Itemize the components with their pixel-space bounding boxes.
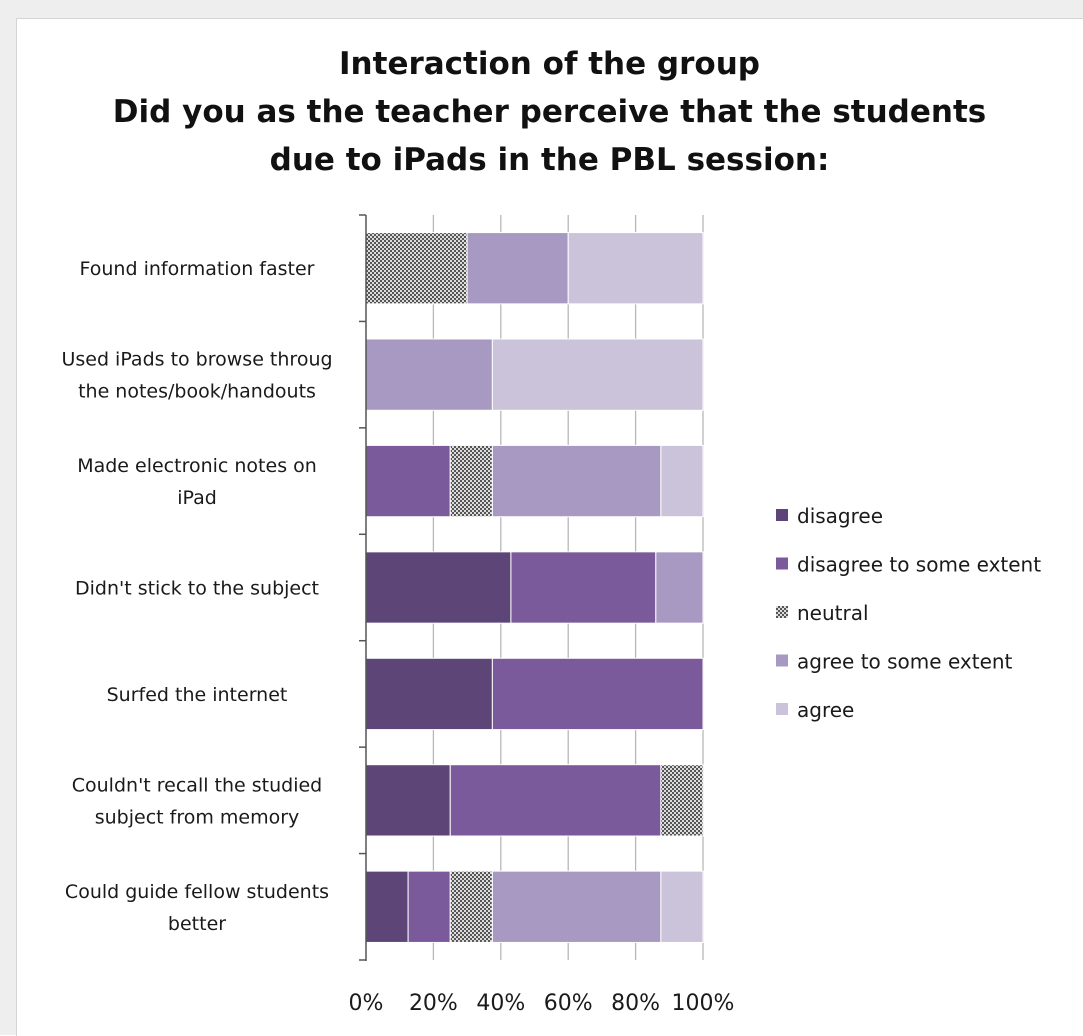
bar-segment-agree — [567, 232, 704, 305]
category-label: Didn't stick to the subject — [75, 578, 319, 600]
category-label: the notes/book/handouts — [78, 381, 316, 403]
legend-swatch — [776, 509, 788, 521]
bar-segment-disagree-to-some-extent — [365, 444, 451, 518]
bar-segment-disagree — [365, 870, 409, 943]
category-label: subject from memory — [95, 806, 300, 828]
x-tick-label: 60% — [544, 991, 593, 1016]
legend-entry: agree to some extent — [797, 650, 1013, 674]
bars — [365, 232, 704, 943]
bar-segment-neutral — [449, 870, 493, 943]
bar-segment-agree-to-some-extent — [365, 338, 493, 411]
legend-swatch — [776, 557, 788, 570]
x-tick-label: 40% — [476, 991, 525, 1016]
category-label: better — [168, 913, 226, 935]
axes — [359, 214, 367, 961]
bar-segment-disagree-to-some-extent — [510, 551, 657, 624]
x-tick-label: 80% — [611, 991, 660, 1016]
bar-segment-disagree — [365, 657, 493, 731]
x-tick-label: 100% — [672, 991, 735, 1016]
bar-segment-neutral — [660, 764, 704, 837]
legend-swatch — [776, 703, 788, 715]
category-label: Found information faster — [80, 258, 315, 280]
bar-segment-disagree-to-some-extent — [449, 764, 662, 837]
category-labels: Found information faster Used iPads to br… — [61, 258, 332, 935]
legend-entry: agree — [797, 698, 854, 722]
bar-segment-agree — [660, 444, 704, 518]
legend-swatch — [776, 654, 788, 667]
category-label: Couldn't recall the studied — [72, 774, 323, 796]
x-tick-label: 20% — [409, 991, 458, 1016]
chart-panel — [16, 18, 1083, 1036]
bar-segment-agree-to-some-extent — [491, 870, 662, 943]
category-label: iPad — [177, 487, 217, 509]
bar-segment-disagree-to-some-extent — [491, 657, 704, 731]
legend-entry: neutral — [797, 601, 869, 625]
bar-segment-disagree — [365, 551, 512, 624]
category-label: Made electronic notes on — [77, 455, 317, 477]
chart-title-line-3: due to iPads in the PBL session: — [269, 142, 830, 178]
bar-segment-agree-to-some-extent — [466, 232, 569, 305]
bar-segment-agree-to-some-extent — [655, 551, 704, 624]
legend-entry: disagree to some extent — [797, 553, 1041, 577]
chart-title-line-1: Interaction of the group — [339, 46, 760, 82]
bar-segment-neutral — [365, 232, 468, 305]
legend-entry: disagree — [797, 504, 883, 528]
bar-segment-agree-to-some-extent — [491, 444, 662, 518]
legend-swatch — [776, 606, 788, 618]
x-tick-label: 0% — [349, 991, 384, 1016]
legend: disagree disagree to some extent neutral ag… — [776, 504, 1041, 722]
bar-segment-disagree-to-some-extent — [407, 870, 451, 943]
x-tick-labels: 0% 20% 40% 60% 80% 100% — [349, 991, 735, 1016]
chart-title-line-2: Did you as the teacher perceive that the… — [112, 94, 987, 130]
category-label: Used iPads to browse throug — [61, 349, 332, 371]
bar-segment-disagree — [365, 764, 451, 837]
chart-title: Interaction of the group Did you as the … — [16, 40, 1083, 184]
category-label: Could guide fellow students — [65, 881, 329, 903]
bar-segment-neutral — [449, 444, 493, 518]
category-label: Surfed the internet — [107, 684, 288, 706]
bar-segment-agree — [491, 338, 704, 411]
bar-segment-agree — [660, 870, 704, 943]
